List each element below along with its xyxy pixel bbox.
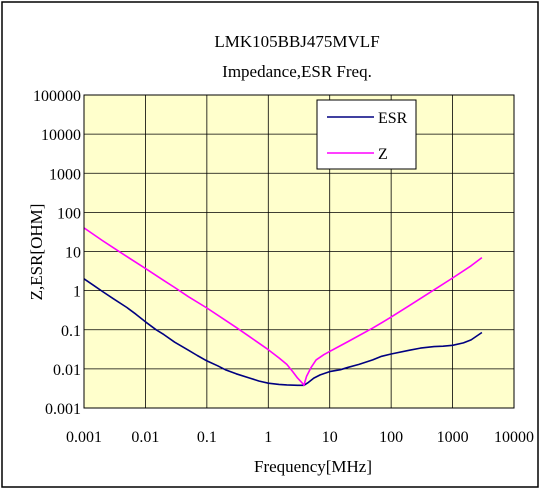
series-layer (83, 227, 483, 387)
chart-subtitle: Impedance,ESR Freq. (222, 62, 372, 81)
x-tick-label: 1 (264, 429, 272, 446)
chart-title: LMK105BBJ475MVLF (214, 32, 379, 51)
x-tick-label: 0.001 (66, 429, 102, 446)
x-tick-label: 10000 (494, 429, 534, 446)
legend-label-z: Z (378, 146, 388, 163)
x-tick-label: 0.01 (131, 429, 159, 446)
y-tick-label: 1 (73, 284, 81, 301)
y-tick-label: 10000 (41, 127, 81, 144)
y-tick-label: 0.001 (45, 401, 81, 418)
y-tick-label: 0.01 (53, 362, 81, 379)
series-line-esr (83, 278, 483, 387)
y-tick-label: 0.1 (61, 323, 81, 340)
x-tick-label: 100 (379, 429, 403, 446)
series-line-z (83, 227, 483, 387)
y-tick-label: 1000 (49, 166, 81, 183)
plot-border (83, 94, 515, 409)
x-tick-label: 10 (322, 429, 338, 446)
legend-box (316, 99, 417, 170)
legend-label-esr: ESR (378, 110, 408, 127)
x-tick-label: 0.1 (197, 429, 217, 446)
y-tick-label: 10 (65, 245, 81, 262)
tick-labels: 0.001 0.01 0.1 1 10 100 1000 10000 0.001 0.01 0.1 1… (33, 88, 534, 446)
legend: ESR Z (316, 99, 417, 170)
x-axis-label: Frequency[MHz] (254, 457, 372, 476)
y-tick-label: 100000 (33, 88, 81, 105)
y-axis-label: Z,ESR[OHM] (27, 204, 46, 301)
y-tick-label: 100 (57, 205, 81, 222)
x-tick-label: 1000 (437, 429, 469, 446)
